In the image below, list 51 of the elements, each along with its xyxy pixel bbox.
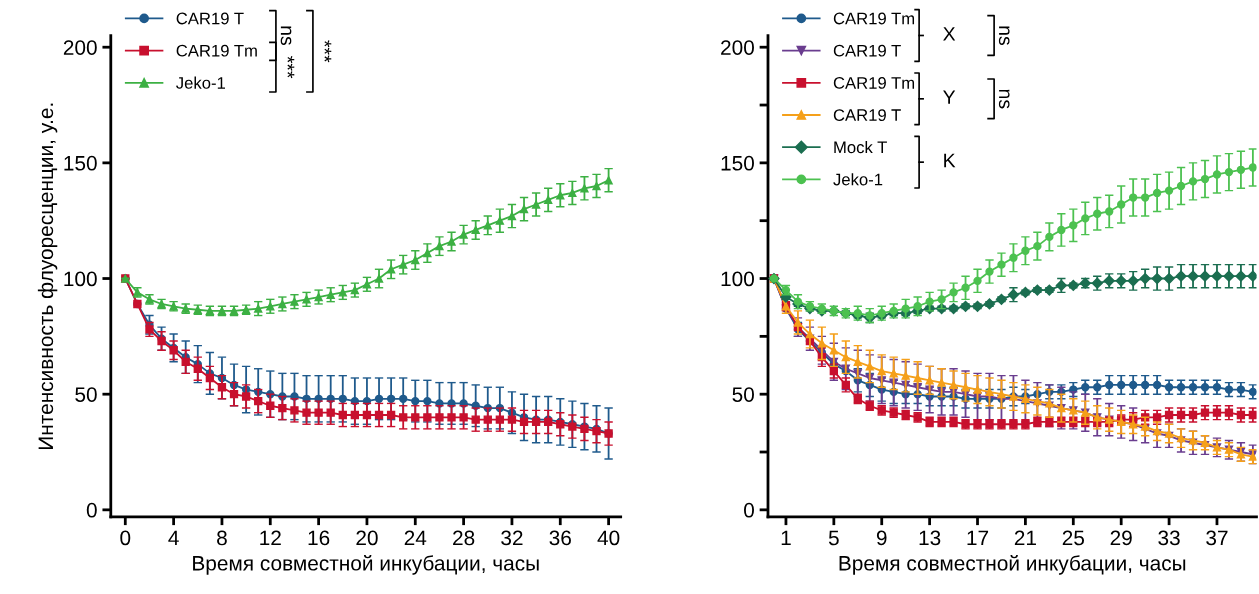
annotation: ns: [280, 26, 292, 46]
x-tick-label: 5: [828, 530, 839, 546]
x-tick-label: 8: [217, 530, 227, 546]
y-axis-title: Интенсивность флуоресценции, у.е.: [37, 103, 58, 449]
y-tick-label: 0: [86, 502, 97, 518]
x-tick-label: 16: [308, 530, 330, 546]
annotation: K: [944, 153, 956, 168]
x-tick-label: 4: [168, 530, 179, 546]
y-tick-label: 50: [732, 387, 754, 402]
x-tick-label: 21: [1014, 530, 1036, 546]
legend-label: CAR19 T: [176, 12, 244, 25]
legend-label: Jeko-1: [833, 173, 883, 186]
x-tick-label: 24: [404, 530, 427, 546]
x-axis-title: Время совместной инкубации, часы: [193, 554, 539, 575]
y-tick-label: 200: [721, 40, 754, 55]
legend-label: CAR19 Tm: [176, 44, 257, 57]
annotation: ***: [324, 40, 332, 63]
y-tick-label: 150: [64, 155, 97, 171]
y-tick-label: 100: [721, 271, 754, 287]
x-axis-title: Время совместной инкубации, часы: [839, 554, 1186, 575]
x-tick-label: 29: [1110, 530, 1132, 546]
x-tick-label: 40: [597, 530, 620, 546]
x-tick-label: 9: [876, 530, 887, 546]
x-tick-label: 17: [967, 530, 989, 546]
annotation: ns: [998, 26, 1010, 46]
annotation: ***: [287, 56, 295, 79]
x-tick-label: 20: [356, 530, 378, 546]
y-tick-label: 100: [64, 271, 97, 287]
legend-label: Mock T: [834, 140, 887, 154]
x-tick-label: 0: [120, 530, 131, 546]
legend-label: CAR19 T: [833, 44, 901, 57]
x-tick-label: 13: [919, 530, 941, 546]
x-tick-label: 37: [1206, 530, 1228, 546]
annotation: ns: [998, 89, 1010, 109]
x-tick-label: 36: [549, 530, 571, 546]
y-tick-label: 150: [721, 155, 754, 171]
annotation: Y: [943, 90, 956, 104]
legend-label: CAR19 T: [833, 109, 901, 121]
legend-label: Jeko-1: [176, 76, 225, 89]
x-tick-label: 28: [453, 530, 475, 546]
legend-label: CAR19 Tm: [833, 12, 915, 25]
y-tick-label: 0: [744, 502, 754, 518]
x-tick-label: 33: [1158, 530, 1180, 546]
y-tick-label: 200: [63, 40, 97, 55]
x-tick-label: 25: [1062, 530, 1085, 546]
annotation: X: [943, 27, 956, 41]
x-tick-label: 1: [781, 530, 791, 546]
x-tick-label: 12: [260, 530, 281, 546]
y-tick-label: 50: [75, 387, 97, 402]
x-tick-label: 32: [501, 530, 523, 546]
legend-label: CAR19 Tm: [833, 77, 915, 89]
